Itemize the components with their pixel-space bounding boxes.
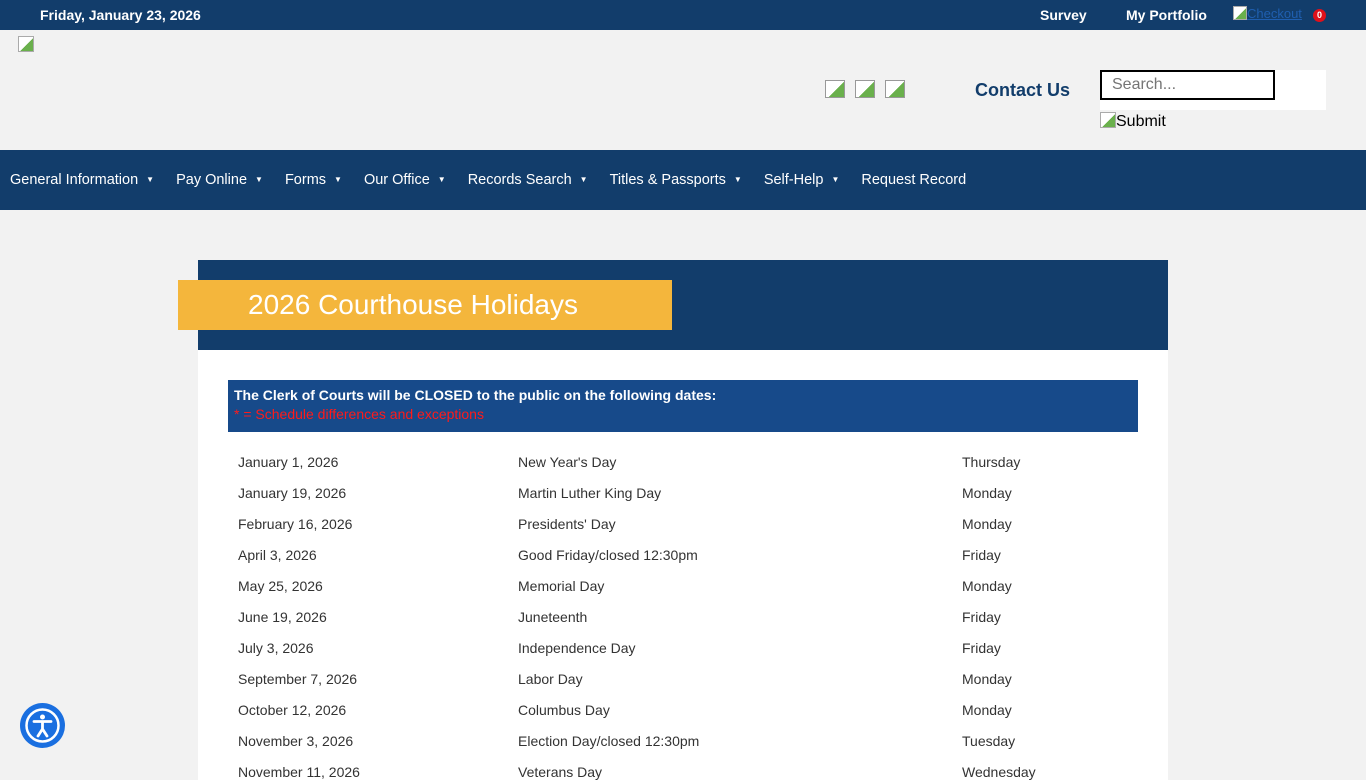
contact-us-link[interactable]: Contact Us <box>975 80 1071 100</box>
holiday-weekday: Friday <box>962 609 1001 625</box>
current-date: Friday, January 23, 2026 <box>40 7 201 23</box>
nav-forms[interactable]: Forms ▼ <box>284 172 342 188</box>
social-icon-1[interactable] <box>825 80 845 98</box>
nav-records-search[interactable]: Records Search ▼ <box>467 172 588 188</box>
holiday-date: June 19, 2026 <box>238 609 327 625</box>
holiday-weekday: Monday <box>962 578 1012 594</box>
notice-legend: * = Schedule differences and exceptions <box>234 406 484 422</box>
holiday-name: Presidents' Day <box>518 516 616 532</box>
caret-down-icon: ▼ <box>437 175 446 184</box>
holiday-name: Independence Day <box>518 640 636 656</box>
checkout-label: Checkout <box>1247 6 1302 21</box>
main-nav: General Information ▼ Pay Online ▼ Forms ▼ … <box>0 150 1366 210</box>
holiday-date: January 1, 2026 <box>238 454 339 470</box>
nav-titles-passports[interactable]: Titles & Passports ▼ <box>609 172 742 188</box>
holiday-weekday: Wednesday <box>962 764 1036 780</box>
caret-down-icon: ▼ <box>146 175 155 184</box>
holiday-date: February 16, 2026 <box>238 516 353 532</box>
logo[interactable] <box>18 36 34 52</box>
accessibility-icon <box>25 708 60 743</box>
holiday-name: Labor Day <box>518 671 583 687</box>
holiday-date: January 19, 2026 <box>238 485 347 501</box>
holiday-weekday: Monday <box>962 485 1012 501</box>
nav-general-information[interactable]: General Information ▼ <box>10 172 155 188</box>
holiday-weekday: Tuesday <box>962 733 1016 749</box>
caret-down-icon: ▼ <box>733 175 742 184</box>
nav-request-record[interactable]: Request Record <box>861 172 967 188</box>
holiday-name: Martin Luther King Day <box>518 485 662 501</box>
holiday-date: July 3, 2026 <box>238 640 314 656</box>
holiday-date: November 3, 2026 <box>238 733 354 749</box>
holiday-name: Memorial Day <box>518 578 605 594</box>
survey-link[interactable]: Survey <box>1040 7 1087 23</box>
holidays-card: 2026 Courthouse Holidays The Clerk of Co… <box>178 260 1168 780</box>
cart-count-badge: 0 <box>1313 9 1326 22</box>
cart-icon <box>1233 6 1247 20</box>
holiday-weekday: Monday <box>962 516 1012 532</box>
nav-pay-online[interactable]: Pay Online ▼ <box>176 172 263 188</box>
submit-label: Submit <box>1116 113 1166 130</box>
search-box <box>1100 70 1326 110</box>
top-bar: Friday, January 23, 2026 Survey My Portf… <box>0 0 1366 30</box>
holiday-date: April 3, 2026 <box>238 547 317 563</box>
caret-down-icon: ▼ <box>831 175 840 184</box>
holiday-name: Columbus Day <box>518 702 610 718</box>
holiday-name: Good Friday/closed 12:30pm <box>518 547 698 563</box>
holiday-weekday: Thursday <box>962 454 1021 470</box>
holiday-weekday: Monday <box>962 671 1012 687</box>
nav-self-help[interactable]: Self-Help ▼ <box>763 172 840 188</box>
holiday-weekday: Friday <box>962 640 1001 656</box>
page-title: 2026 Courthouse Holidays <box>178 280 672 330</box>
my-portfolio-link[interactable]: My Portfolio <box>1126 7 1207 23</box>
caret-down-icon: ▼ <box>255 175 263 184</box>
accessibility-button[interactable] <box>20 703 65 748</box>
submit-button[interactable]: Submit <box>1100 112 1166 131</box>
holiday-name: New Year's Day <box>518 454 617 470</box>
search-input[interactable] <box>1100 70 1275 100</box>
holiday-name: Juneteenth <box>518 609 588 625</box>
holiday-weekday: Monday <box>962 702 1012 718</box>
holiday-date: September 7, 2026 <box>238 671 358 687</box>
holiday-name: Veterans Day <box>518 764 603 780</box>
checkout-link[interactable]: Checkout <box>1233 6 1302 21</box>
closure-notice: The Clerk of Courts will be CLOSED to th… <box>228 380 1138 432</box>
social-icon-2[interactable] <box>855 80 875 98</box>
nav-our-office[interactable]: Our Office ▼ <box>363 172 446 188</box>
caret-down-icon: ▼ <box>334 175 342 184</box>
holiday-date: November 11, 2026 <box>238 764 360 780</box>
holiday-date: May 25, 2026 <box>238 578 323 594</box>
holiday-date: October 12, 2026 <box>238 702 347 718</box>
social-icon-3[interactable] <box>885 80 905 98</box>
submit-icon <box>1100 112 1116 128</box>
notice-text: The Clerk of Courts will be CLOSED to th… <box>234 387 717 403</box>
holiday-name: Election Day/closed 12:30pm <box>518 733 700 749</box>
holiday-weekday: Friday <box>962 547 1001 563</box>
caret-down-icon: ▼ <box>579 175 588 184</box>
